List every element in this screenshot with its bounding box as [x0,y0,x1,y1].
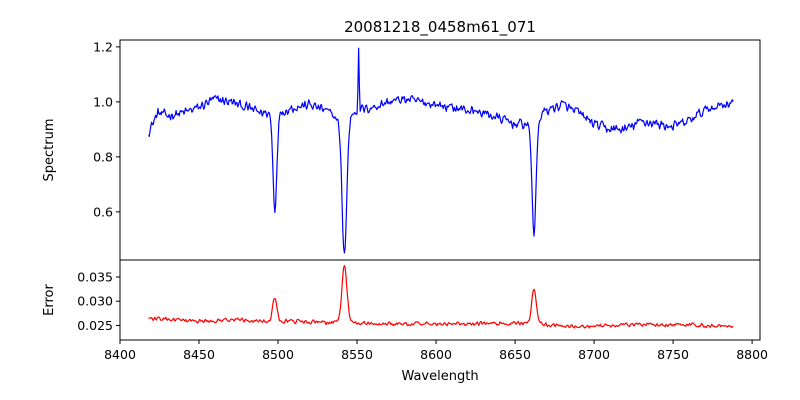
error-y-axis-label: Error [42,284,57,316]
error-y-tick-label: 0.030 [77,294,113,309]
spectrum-axes-frame [119,39,761,261]
spectrum-y-tick-label: 0.6 [93,204,113,219]
x-tick-label: 8500 [262,347,294,362]
error-y-tick-label: 0.025 [77,318,113,333]
x-axis-label: Wavelength [401,369,478,384]
spectrum-line [147,47,734,254]
spectrum-y-axis-label: Spectrum [42,119,57,182]
chart-title: 20081218_0458m61_071 [344,18,536,37]
x-tick-label: 8450 [183,347,215,362]
x-tick-label: 8600 [420,347,452,362]
spectrum-series [147,47,734,254]
error-y-tick-label: 0.035 [77,269,113,284]
error-y-ticks: 0.025 0.030 0.035 [77,269,120,333]
x-tick-label: 8700 [578,347,610,362]
x-tick-label: 8550 [341,347,373,362]
x-ticks: 8400 8450 8500 8550 8600 8650 8700 8750 8800 [104,340,768,362]
error-series [148,265,734,329]
x-tick-label: 8750 [657,347,689,362]
error-panel: Error Wavelength 0.025 0.030 0.035 8400 845… [42,259,768,384]
error-axes-frame [119,259,761,341]
spectrum-y-tick-label: 1.0 [93,94,113,109]
x-tick-label: 8650 [499,347,531,362]
x-tick-label: 8400 [104,347,136,362]
spectrum-y-ticks: 0.6 0.8 1.0 1.2 [93,39,120,219]
spectrum-y-tick-label: 0.8 [93,149,113,164]
spectrum-y-tick-label: 1.2 [93,39,113,54]
x-tick-label: 8800 [736,347,768,362]
error-line [148,265,734,329]
spectrum-panel: 20081218_0458m61_071 Spectrum 0.6 0.8 1.0 1… [42,18,761,261]
